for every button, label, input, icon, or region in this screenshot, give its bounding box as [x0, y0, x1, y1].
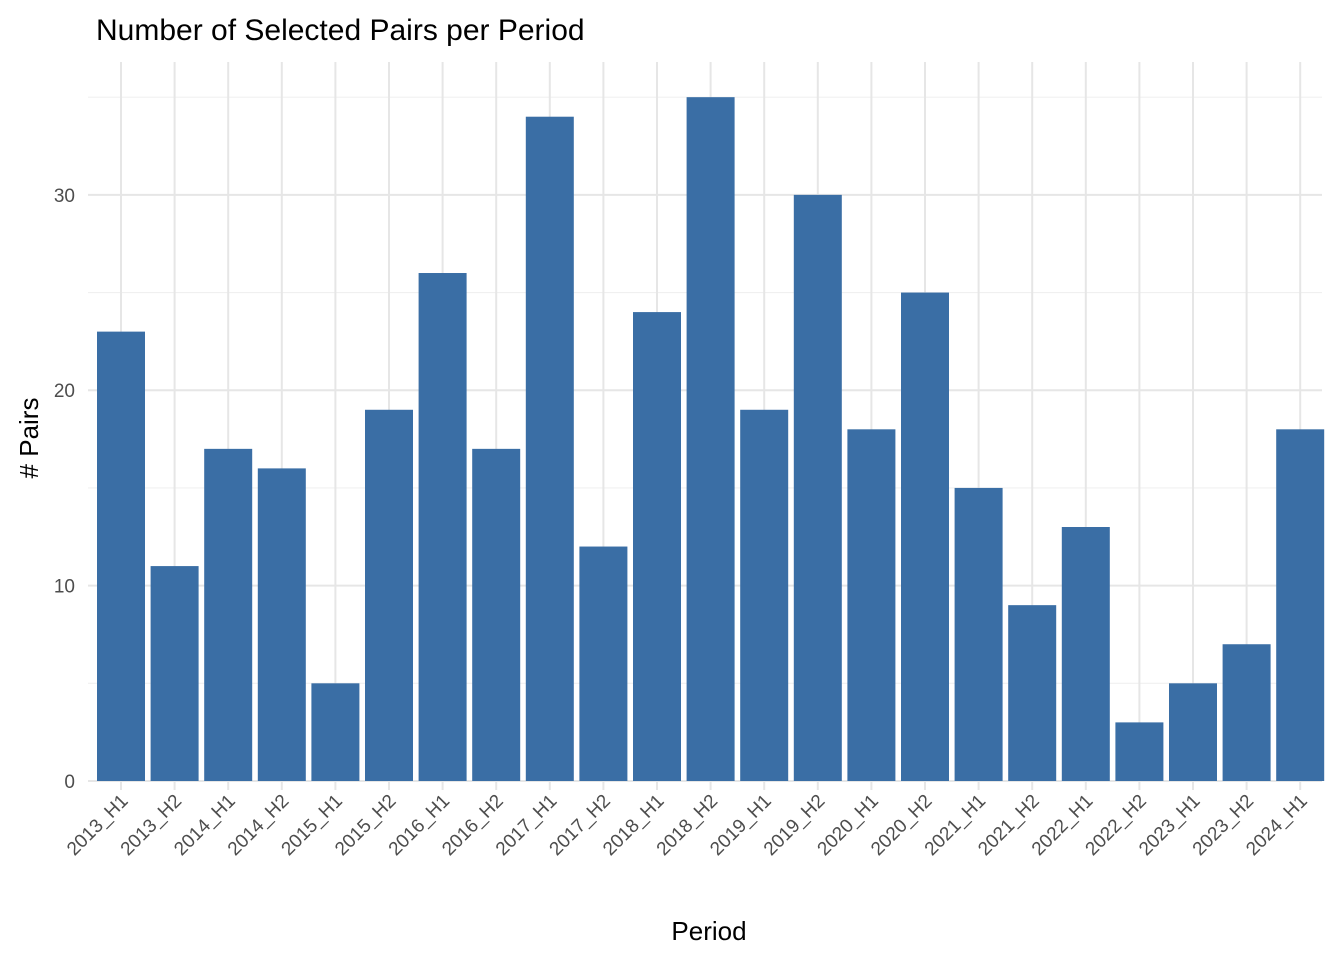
bar-2019-h1 — [740, 409, 789, 781]
bar-2020-h1 — [847, 429, 896, 781]
x-tick-labels: 2013_H12013_H22014_H12014_H22015_H12015_… — [63, 791, 1312, 860]
y-tick-label: 10 — [54, 577, 75, 598]
bar-2014-h2 — [257, 468, 306, 781]
bar-2016-h1 — [418, 273, 467, 781]
chart-title: Number of Selected Pairs per Period — [96, 14, 585, 47]
bar-2016-h2 — [472, 448, 521, 781]
bar-2022-h2 — [1115, 722, 1164, 781]
y-axis-title: # Pairs — [14, 398, 44, 479]
bar-2024-h1 — [1276, 429, 1325, 781]
bar-2013-h2 — [150, 566, 199, 781]
bar-2018-h1 — [633, 312, 681, 781]
bar-2014-h1 — [204, 448, 253, 781]
x-axis-title: Period — [671, 916, 746, 946]
bar-2017-h1 — [525, 116, 574, 781]
bar-2023-h2 — [1222, 644, 1271, 781]
bar-2023-h1 — [1169, 683, 1217, 781]
y-tick-label: 0 — [64, 772, 75, 793]
y-tick-label: 30 — [54, 186, 75, 207]
bar-2022-h1 — [1061, 527, 1110, 781]
bars-layer — [97, 97, 1325, 782]
bar-2013-h1 — [97, 331, 145, 781]
bar-2021-h1 — [954, 487, 1003, 781]
bar-2015-h1 — [311, 683, 360, 781]
bar-2018-h2 — [686, 97, 735, 782]
bar-2020-h2 — [901, 292, 949, 781]
bar-2015-h2 — [365, 409, 413, 781]
bar-2021-h2 — [1008, 605, 1057, 781]
bar-2019-h2 — [793, 194, 842, 781]
y-tick-labels: 0 10 20 30 — [54, 186, 75, 793]
y-tick-label: 20 — [54, 381, 75, 402]
bar-2017-h2 — [579, 546, 628, 781]
